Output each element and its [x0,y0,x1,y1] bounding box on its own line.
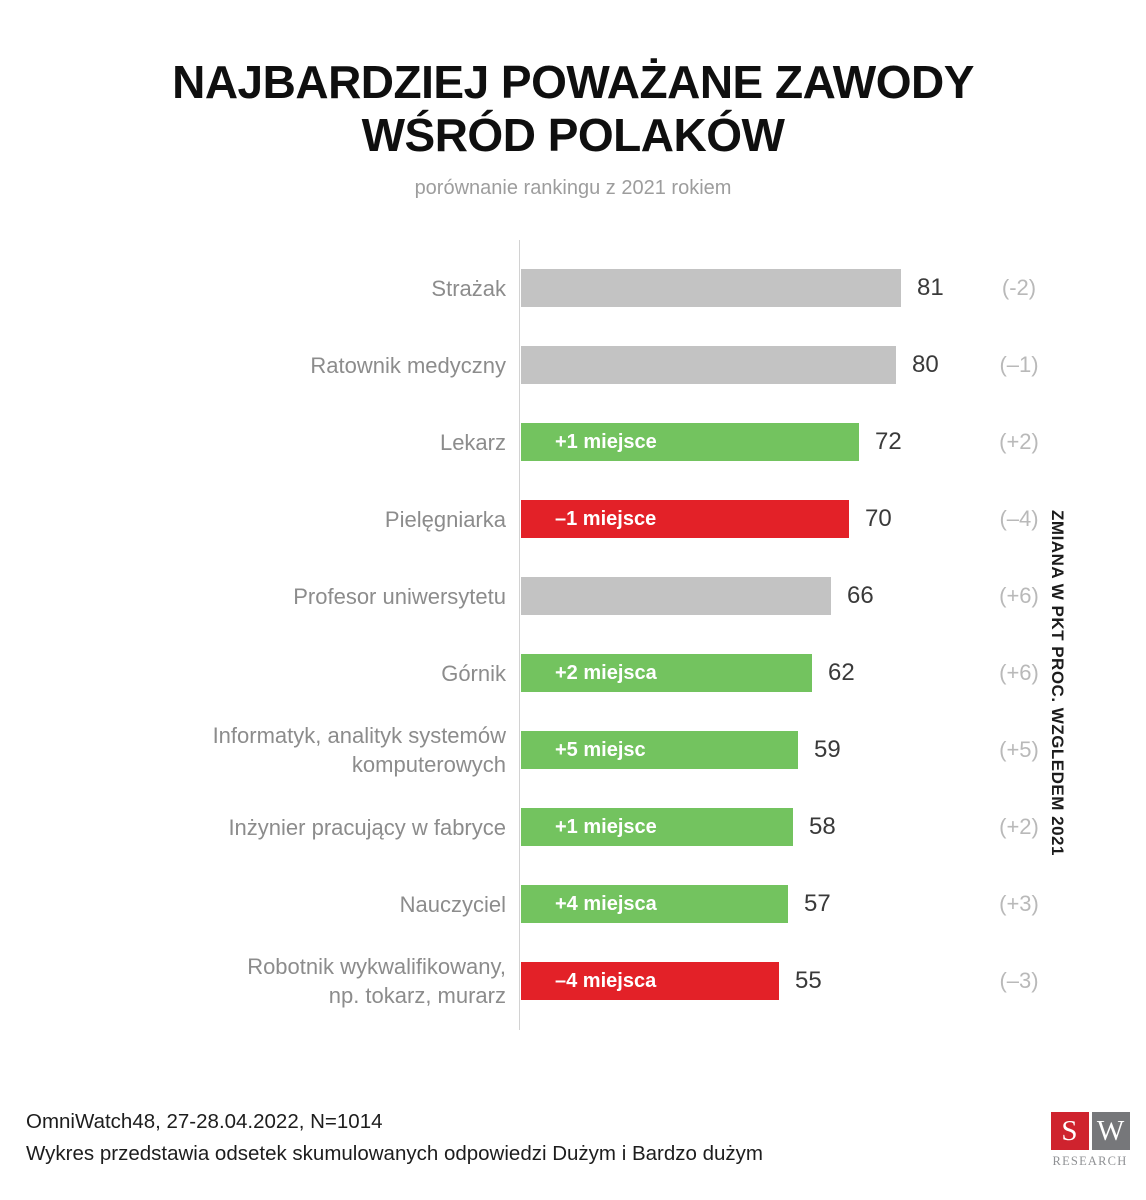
bar-area: +2 miejsca 62 [519,654,984,693]
chart-row: Lekarz +1 miejsce 72 (+2) [26,404,1054,481]
logo-letter-s: S [1050,1112,1089,1150]
rank-change-label: (+6) [999,660,1039,686]
bar [521,346,896,385]
category-label: Robotnik wykwalifikowany, np. tokarz, mu… [247,954,506,1009]
sw-research-logo: S W RESEARCH [1048,1112,1132,1169]
rank-change-label: (–1) [999,352,1039,378]
bar-area: +5 miejsc 59 [519,731,984,770]
rank-change-label: (–4) [999,506,1039,532]
category-label: Pielęgniarka [384,506,506,532]
value-label: 80 [912,351,939,379]
chart-row: Pielęgniarka –1 miejsce 70 (–4) [26,481,1054,558]
bar-area: –4 miejsca 55 [519,962,984,1001]
rank-change-label: (+5) [999,737,1039,763]
rank-change-label: (-2) [1001,275,1037,301]
bar-rank-move-label: +1 miejsce [555,815,657,838]
chart-row: Nauczyciel +4 miejsca 57 (+3) [26,866,1054,943]
right-axis-label: ZMIANA W PKT PROC. WZGLEDEM 2021 [1048,510,1067,856]
bar: +1 miejsce [521,423,859,462]
bar-rank-move-label: +4 miejsca [555,892,657,915]
bar: +5 miejsc [521,731,798,770]
bar-rank-move-label: +5 miejsc [555,738,646,761]
bar-area: 66 [519,577,984,616]
bar-rank-move-label: –1 miejsce [555,507,657,530]
category-label: Lekarz [439,429,506,455]
value-label: 72 [875,428,902,456]
page-title-line-1: NAJBARDZIEJ POWAŻANE ZAWODY [172,56,974,108]
bar-area: +1 miejsce 58 [519,808,984,847]
chart-row: Inżynier pracujący w fabryce +1 miejsce 58… [26,789,1054,866]
bar-area: +4 miejsca 57 [519,885,984,924]
value-label: 58 [809,813,836,841]
category-label: Profesor uniwersytetu [293,583,506,609]
value-label: 81 [917,274,944,302]
bar: +1 miejsce [521,808,793,847]
rank-change-label: (+2) [999,429,1039,455]
axis-baseline [519,239,520,1030]
chart-row: Robotnik wykwalifikowany, np. tokarz, mu… [26,943,1054,1020]
bar [521,577,831,616]
value-label: 70 [865,505,892,533]
value-label: 62 [828,659,855,687]
rank-change-label: (+2) [999,814,1039,840]
bar: +2 miejsca [521,654,812,693]
category-label: Strażak [431,275,506,301]
bar: +4 miejsca [521,885,788,924]
footer-note-line: Wykres przedstawia odsetek skumulowanych… [26,1141,763,1165]
bar-rank-move-label: –4 miejsca [555,969,657,992]
value-label: 57 [804,890,831,918]
bar-area: +1 miejsce 72 [519,423,984,462]
chart-row: Strażak 81 (-2) [26,250,1054,327]
rank-change-label: (+3) [999,891,1039,917]
value-label: 59 [814,736,841,764]
rank-change-label: (+6) [999,583,1039,609]
footer-source-line: OmniWatch48, 27-28.04.2022, N=1014 [26,1110,383,1133]
header: NAJBARDZIEJ POWAŻANE ZAWODY WŚRÓD POLAKÓ… [0,0,1146,200]
bar-area: –1 miejsce 70 [519,500,984,539]
value-label: 55 [795,967,822,995]
bar: –4 miejsca [521,962,779,1001]
chart-row: Górnik +2 miejsca 62 (+6) [26,635,1054,712]
footer: OmniWatch48, 27-28.04.2022, N=1014 Wykre… [26,1106,763,1170]
page-title-line-2: WŚRÓD POLAKÓW [361,109,785,162]
category-label: Informatyk, analityk systemów komputerow… [212,723,506,778]
logo-letter-w: W [1091,1112,1130,1150]
bar-chart: Strażak 81 (-2) Ratownik medyczny 80 (–1) Leka… [26,239,1054,1030]
bar-rank-move-label: +1 miejsce [555,430,657,453]
bar-area: 80 [519,346,984,385]
rank-change-label: (–3) [999,968,1039,994]
chart-row: Ratownik medyczny 80 (–1) [26,327,1054,404]
bar-rank-move-label: +2 miejsca [555,661,657,684]
logo-research-text: RESEARCH [1052,1154,1128,1168]
logo-squares: S W [1048,1112,1132,1150]
bar [521,269,901,308]
category-label: Nauczyciel [399,891,506,917]
category-label: Ratownik medyczny [310,352,506,378]
value-label: 66 [847,582,874,610]
chart-row: Informatyk, analityk systemów komputerow… [26,712,1054,789]
bar: –1 miejsce [521,500,849,539]
category-label: Inżynier pracujący w fabryce [228,814,506,840]
page-subtitle: porównanie rankingu z 2021 rokiem [414,176,732,199]
chart-row: Profesor uniwersytetu 66 (+6) [26,558,1054,635]
bar-area: 81 [519,269,984,308]
category-label: Górnik [441,660,506,686]
